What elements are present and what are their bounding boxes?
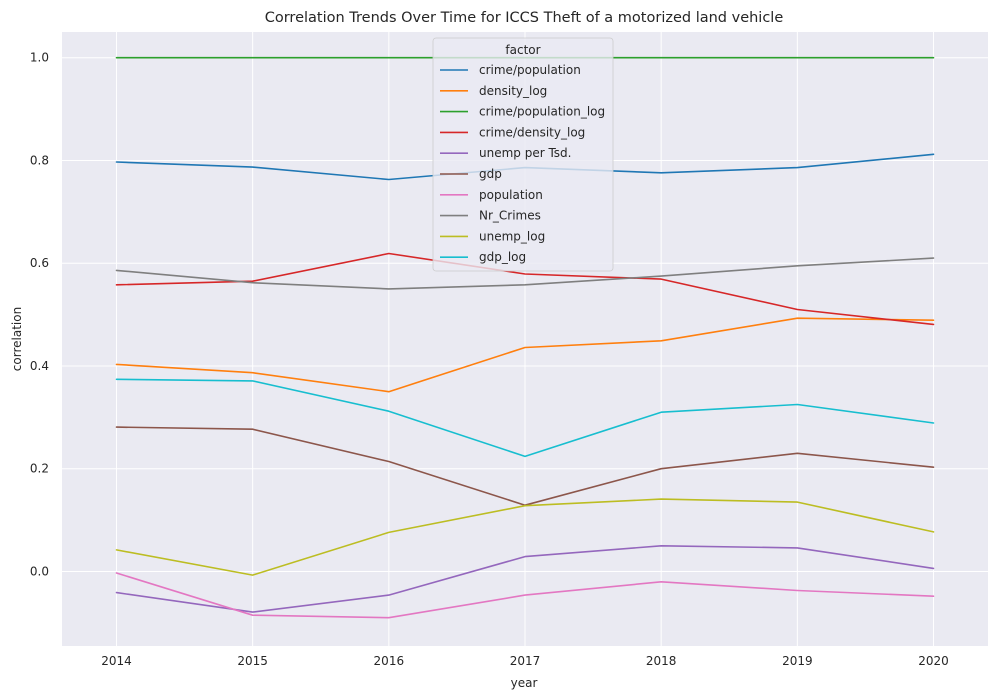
x-tick-label: 2019 [782, 654, 813, 668]
legend-entry-unemp-log: unemp_log [479, 229, 545, 243]
x-tick-label: 2018 [646, 654, 677, 668]
legend-entry-crime-density-log: crime/density_log [479, 125, 585, 139]
x-tick-label: 2020 [918, 654, 949, 668]
x-tick-label: 2017 [510, 654, 541, 668]
legend-entry-unemp-per-tsd: unemp per Tsd. [479, 146, 572, 160]
series-line-crime-density-log [115, 252, 935, 326]
legend-entry-crime-population: crime/population [479, 63, 581, 77]
x-tick-labels: 2014 2015 2016 2017 2018 2019 2020 [101, 654, 949, 668]
series-line-population [115, 572, 935, 619]
legend-entry-density-log: density_log [479, 84, 547, 98]
x-axis-label: year [511, 676, 538, 690]
series-line-unemp-per-tsd [115, 544, 935, 613]
legend-title: factor [505, 43, 540, 57]
series-line-nr-crimes [115, 257, 935, 290]
series-line-gdp-log [115, 378, 935, 458]
y-axis-label: correlation [10, 307, 24, 371]
legend-entry-population: population [479, 188, 543, 202]
x-tick-label: 2015 [237, 654, 268, 668]
y-tick-label: 0.0 [30, 564, 49, 578]
x-tick-label: 2016 [374, 654, 405, 668]
legend-entry-gdp: gdp [479, 167, 502, 181]
x-tick-label: 2014 [101, 654, 132, 668]
legend: factor crime/population density_log crime/… [432, 37, 614, 272]
legend-entry-crime-population-log: crime/population_log [479, 105, 605, 119]
y-tick-label: 0.8 [30, 153, 49, 167]
grid-lines [62, 32, 988, 646]
y-tick-label: 0.6 [30, 256, 49, 270]
legend-entry-nr-crimes: Nr_Crimes [479, 209, 541, 223]
y-tick-label: 1.0 [30, 51, 49, 65]
y-tick-labels: 0.0 0.2 0.4 0.6 0.8 1.0 [30, 51, 49, 579]
legend-entry-gdp-log: gdp_log [479, 250, 526, 264]
series-line-density-log [115, 317, 935, 393]
series-line-unemp-log [115, 498, 935, 576]
chart-title: Correlation Trends Over Time for ICCS Th… [265, 10, 784, 26]
legend-box [432, 37, 614, 272]
y-tick-label: 0.2 [30, 462, 49, 476]
y-tick-label: 0.4 [30, 359, 49, 373]
